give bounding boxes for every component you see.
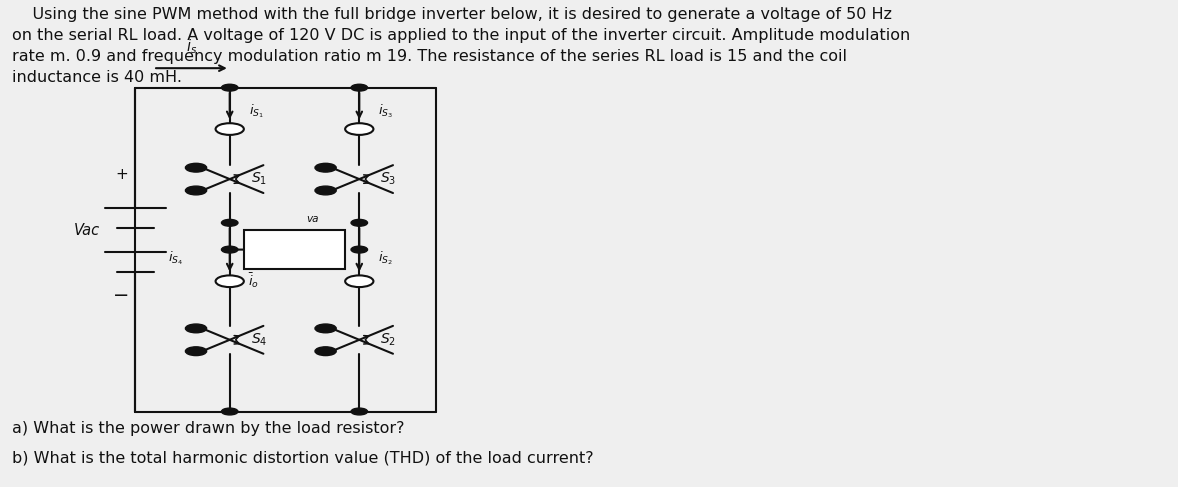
Text: −: − <box>327 240 339 254</box>
Text: a) What is the power drawn by the load resistor?: a) What is the power drawn by the load r… <box>12 421 404 436</box>
Circle shape <box>351 408 368 415</box>
Circle shape <box>351 84 368 91</box>
Circle shape <box>221 84 238 91</box>
Text: +: + <box>115 167 127 182</box>
Text: $i_{S_3}$: $i_{S_3}$ <box>378 102 393 120</box>
Text: b) What is the total harmonic distortion value (THD) of the load current?: b) What is the total harmonic distortion… <box>12 450 594 466</box>
Text: Vac: Vac <box>74 223 100 238</box>
Text: $S_4$: $S_4$ <box>251 332 267 348</box>
Circle shape <box>345 276 373 287</box>
Circle shape <box>185 163 206 172</box>
Text: +: + <box>251 241 262 254</box>
Circle shape <box>221 246 238 253</box>
Circle shape <box>315 347 336 356</box>
FancyBboxPatch shape <box>244 230 345 269</box>
Circle shape <box>216 123 244 135</box>
Text: $\bar{i}_o$: $\bar{i}_o$ <box>247 272 259 290</box>
Circle shape <box>351 219 368 226</box>
Circle shape <box>345 123 373 135</box>
Circle shape <box>315 324 336 333</box>
Text: $i_{S_2}$: $i_{S_2}$ <box>378 249 393 267</box>
Circle shape <box>315 186 336 195</box>
Circle shape <box>185 324 206 333</box>
Circle shape <box>351 246 368 253</box>
Text: Using the sine PWM method with the full bridge inverter below, it is desired to : Using the sine PWM method with the full … <box>12 7 911 85</box>
Text: −: − <box>113 286 130 305</box>
Text: $S_1$: $S_1$ <box>251 171 267 187</box>
Text: $i_s$: $i_s$ <box>186 37 197 56</box>
Circle shape <box>185 186 206 195</box>
Text: va: va <box>306 214 318 224</box>
Circle shape <box>185 347 206 356</box>
Circle shape <box>221 219 238 226</box>
Circle shape <box>216 276 244 287</box>
Text: $i_{S_4}$: $i_{S_4}$ <box>168 249 184 267</box>
Circle shape <box>221 408 238 415</box>
Text: $S_2$: $S_2$ <box>380 332 397 348</box>
Circle shape <box>315 163 336 172</box>
Text: $i_{S_1}$: $i_{S_1}$ <box>249 102 264 120</box>
Text: $S_3$: $S_3$ <box>380 171 397 187</box>
